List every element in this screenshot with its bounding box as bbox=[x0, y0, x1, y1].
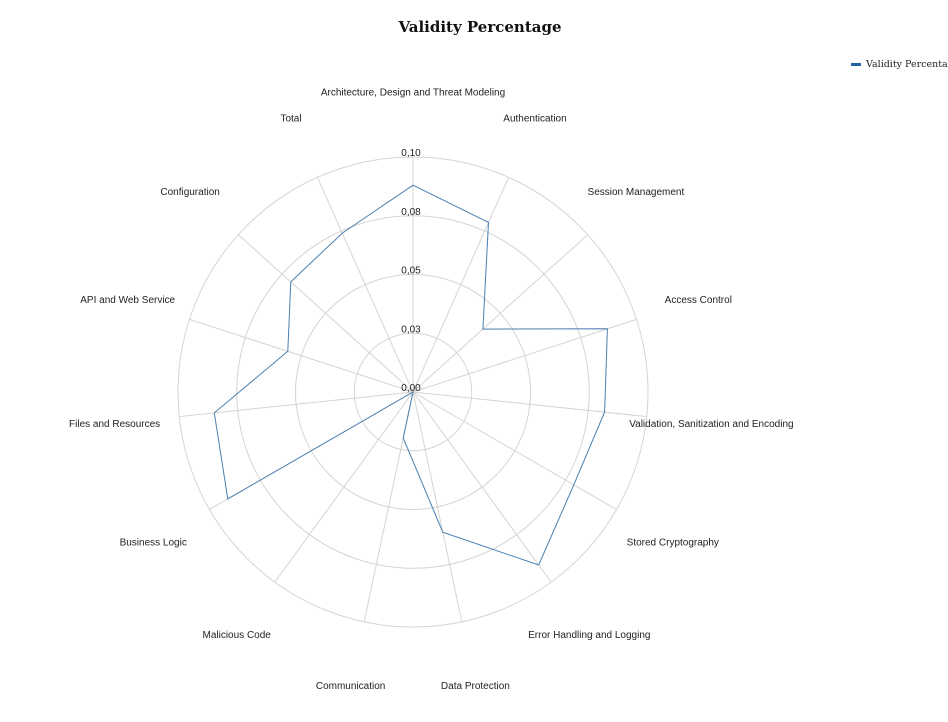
legend-label: Validity Percentage bbox=[865, 59, 948, 70]
grid-spoke bbox=[412, 177, 510, 393]
grid-spoke bbox=[412, 391, 552, 583]
series-layer bbox=[213, 184, 608, 566]
grid-spoke bbox=[179, 391, 414, 418]
legend-swatch bbox=[851, 63, 861, 66]
category-label: API and Web Service bbox=[80, 295, 175, 306]
category-labels: Architecture, Design and Threat Modeling… bbox=[69, 88, 794, 692]
grid-spoke bbox=[412, 391, 617, 510]
legend[interactable]: Validity Percentage bbox=[851, 59, 948, 70]
grid-spoke bbox=[274, 391, 414, 583]
radial-axis-ticks: 0,00 0,03 0,05 0,08 0,10 bbox=[401, 148, 421, 394]
category-label: Configuration bbox=[160, 187, 219, 198]
tick-label: 0,03 bbox=[401, 324, 421, 335]
category-label: Files and Resources bbox=[69, 419, 160, 430]
category-label: Error Handling and Logging bbox=[528, 630, 650, 641]
category-label: Session Management bbox=[588, 187, 685, 198]
category-label: Business Logic bbox=[120, 538, 187, 549]
grid-spoke bbox=[316, 177, 414, 393]
chart-title: Validity Percentage bbox=[397, 18, 561, 36]
category-label: Access Control bbox=[665, 295, 732, 306]
category-label: Data Protection bbox=[441, 681, 510, 692]
category-label: Authentication bbox=[503, 113, 566, 124]
category-label: Communication bbox=[316, 681, 385, 692]
grid-spoke bbox=[238, 234, 414, 393]
tick-label: 0,05 bbox=[401, 266, 421, 277]
grid-spoke bbox=[189, 318, 414, 393]
tick-label: 0,00 bbox=[401, 383, 421, 394]
category-label: Architecture, Design and Threat Modeling bbox=[321, 88, 505, 99]
category-label: Stored Cryptography bbox=[627, 538, 719, 549]
category-label: Validation, Sanitization and Encoding bbox=[629, 419, 793, 430]
grid-spoke bbox=[412, 391, 647, 418]
grid-spoke bbox=[412, 234, 588, 393]
tick-label: 0,08 bbox=[401, 207, 421, 218]
series-line[interactable] bbox=[213, 184, 608, 566]
grid-spoke bbox=[412, 391, 463, 622]
grid-spoke bbox=[412, 318, 637, 393]
category-label: Total bbox=[280, 113, 301, 124]
category-label: Malicious Code bbox=[203, 630, 272, 641]
tick-label: 0,10 bbox=[401, 148, 421, 159]
